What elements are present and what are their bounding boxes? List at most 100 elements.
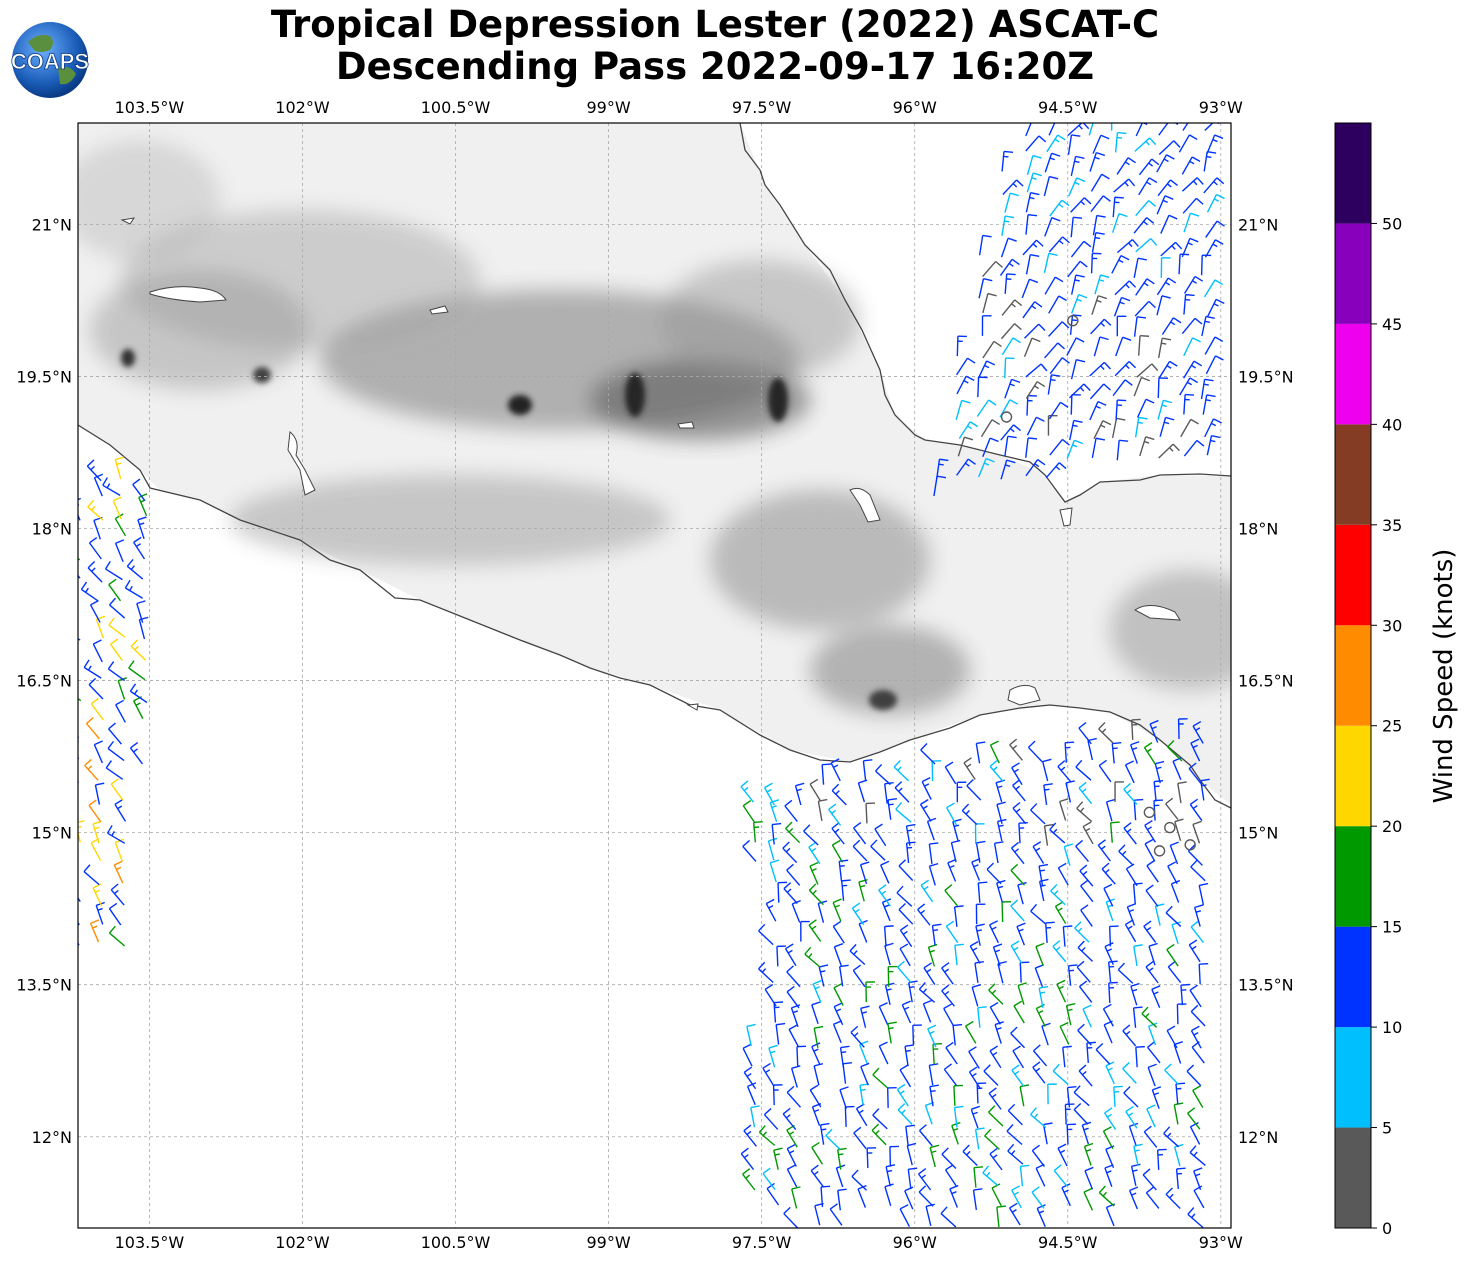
wind-barb	[1077, 940, 1094, 962]
wind-barb	[782, 841, 798, 864]
wind-barb	[849, 943, 866, 966]
wind-barb	[811, 1001, 821, 1025]
wind-barb	[866, 1147, 877, 1169]
wind-barb	[1146, 860, 1159, 883]
wind-barb	[904, 1044, 915, 1067]
wind-barb	[966, 779, 982, 801]
coaps-logo: COAPS	[10, 22, 90, 98]
wind-barb	[918, 1185, 934, 1207]
wind-barb	[104, 560, 123, 581]
wind-barb	[1181, 156, 1201, 175]
wind-barb	[1044, 921, 1055, 943]
wind-barb	[1116, 439, 1129, 461]
colorbar-tick-label: 20	[1382, 817, 1402, 836]
wind-barb	[831, 783, 847, 806]
wind-barb	[87, 499, 104, 521]
wind-barb	[968, 1046, 980, 1069]
wind-barb	[1090, 195, 1111, 212]
wind-barb	[893, 760, 910, 782]
wind-barb	[1025, 123, 1032, 137]
wind-barb	[825, 1128, 841, 1151]
lat-tick-label-right: 18°N	[1238, 520, 1278, 539]
colorbar-bin	[1335, 1027, 1371, 1128]
wind-barb	[828, 803, 842, 826]
wind-barb	[1093, 420, 1112, 439]
wind-barb	[1183, 293, 1195, 315]
wind-barb	[1131, 718, 1141, 740]
lon-tick-label-bottom: 93°W	[1199, 1233, 1243, 1252]
wind-barb	[1182, 197, 1204, 214]
map-area	[78, 123, 1231, 1228]
colorbar-bin	[1335, 1127, 1371, 1228]
wind-barb	[767, 837, 778, 861]
wind-barb	[1164, 1063, 1180, 1086]
wind-barb	[1180, 983, 1190, 1006]
wind-barb	[782, 1107, 797, 1131]
wind-barb	[899, 1204, 911, 1227]
wind-barb	[1089, 361, 1111, 377]
wind-barb	[809, 861, 819, 885]
lakes	[120, 217, 1181, 711]
wind-barb	[1181, 177, 1204, 192]
wind-barb	[898, 859, 914, 881]
wind-barb	[926, 817, 937, 841]
lat-tick-label-left: 19.5°N	[16, 367, 72, 386]
wind-barb	[983, 1064, 999, 1086]
wind-barb	[1031, 1186, 1045, 1209]
wind-barb	[1030, 903, 1047, 925]
wind-barb	[832, 898, 842, 922]
wind-barb	[1010, 863, 1025, 886]
wind-barb	[941, 984, 955, 1007]
wind-barb	[1063, 843, 1074, 866]
wind-barb	[1173, 1102, 1184, 1125]
wind-barb	[743, 1066, 757, 1090]
wind-barb	[980, 419, 1001, 438]
wind-barb	[1204, 418, 1222, 438]
wind-barb	[841, 879, 851, 901]
wind-barb	[1203, 279, 1224, 298]
lon-tick-label-top: 103.5°W	[115, 98, 185, 117]
wind-barb	[1205, 220, 1225, 238]
chart-title: Tropical Depression Lester (2022) ASCAT-…	[160, 4, 1270, 88]
wind-barb	[1182, 123, 1189, 131]
wind-barb	[1122, 1062, 1137, 1084]
wind-barb	[1183, 393, 1195, 415]
wind-barb	[1124, 760, 1135, 784]
lon-tick-label-bottom: 102°W	[275, 1233, 330, 1252]
wind-barb	[808, 883, 824, 906]
colorbar-bin	[1335, 223, 1371, 324]
wind-barb	[860, 1062, 870, 1086]
wind-barb	[1156, 295, 1171, 316]
wind-barb	[1133, 798, 1144, 821]
wind-barb	[887, 797, 897, 820]
wind-barb	[790, 1004, 801, 1027]
wind-barb	[1078, 781, 1093, 805]
wind-barb	[1038, 985, 1049, 1008]
wind-barb	[1062, 1045, 1072, 1068]
wind-barb	[839, 1045, 850, 1068]
wind-barb	[1042, 758, 1052, 782]
wind-barb	[1043, 252, 1058, 273]
wind-barb	[956, 375, 975, 395]
wind-barb	[1048, 123, 1056, 136]
wind-barb	[1114, 781, 1125, 802]
wind-barb	[1167, 861, 1178, 885]
wind-barb	[884, 982, 895, 1005]
wind-barb	[1183, 439, 1205, 457]
wind-barb	[1076, 960, 1091, 983]
wind-barb	[936, 458, 949, 480]
wind-barb	[794, 782, 805, 806]
wind-barb	[920, 879, 934, 903]
wind-barb	[1027, 740, 1043, 763]
wind-barb	[1145, 1186, 1160, 1209]
wind-barb	[880, 860, 890, 884]
wind-barb	[811, 1141, 824, 1165]
wind-barb	[988, 920, 1000, 944]
wind-barb	[1025, 214, 1038, 235]
wind-barb	[1186, 1064, 1202, 1087]
wind-barb	[1047, 414, 1058, 436]
wind-barb	[1044, 342, 1066, 359]
wind-barb	[1007, 1103, 1023, 1126]
wind-barb	[85, 717, 100, 740]
wind-barb	[1134, 137, 1157, 152]
